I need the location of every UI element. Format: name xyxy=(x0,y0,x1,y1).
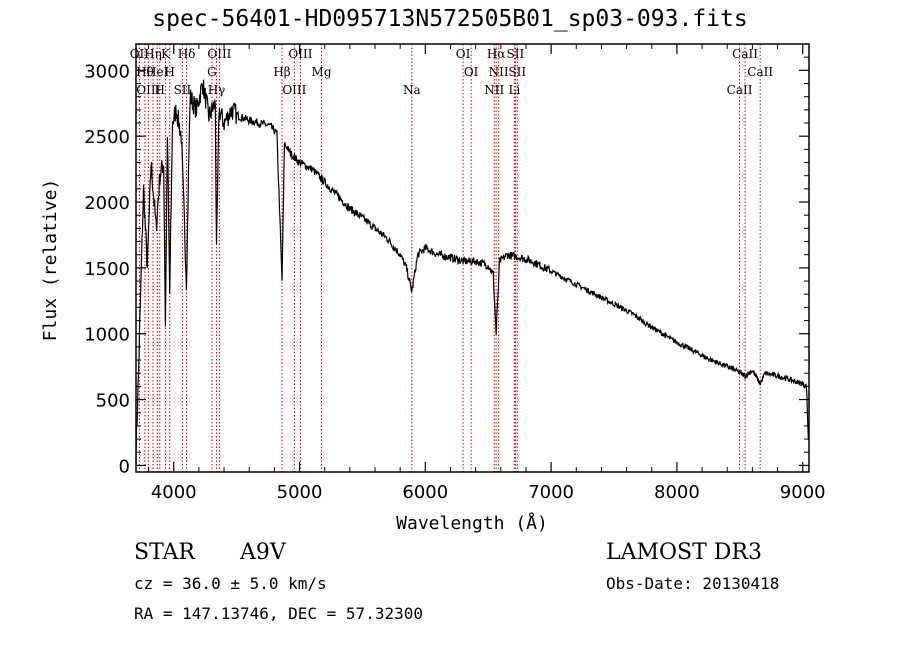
y-tick-label: 1500 xyxy=(84,259,130,280)
spectral-line-label: CaII xyxy=(732,47,758,61)
spectral-line-label: SII xyxy=(507,47,525,61)
spectral-line-label: Na xyxy=(403,83,421,97)
spectral-line-label: Hα xyxy=(487,47,506,61)
x-tick-label: 7000 xyxy=(528,482,574,503)
y-tick-label: 3000 xyxy=(84,61,130,82)
y-tick-label: 500 xyxy=(96,391,130,412)
spectral-line-label: OII xyxy=(130,47,150,61)
spectral-line-label: Mg xyxy=(312,65,332,79)
spectral-line-label: Hβ xyxy=(273,65,290,79)
x-tick-label: 6000 xyxy=(402,482,448,503)
spectrum-line xyxy=(135,79,809,463)
spectral-line-label: CaII xyxy=(747,65,773,79)
spectral-line-label: H xyxy=(164,65,174,79)
chart-title: spec-56401-HD095713N572505B01_sp03-093.f… xyxy=(152,6,748,32)
spectral-line-label: Hθ xyxy=(136,65,154,79)
x-axis-label: Wavelength (Å) xyxy=(396,512,548,534)
y-tick-label: 2500 xyxy=(84,127,130,148)
spectral-line-label: NII xyxy=(484,83,504,97)
x-tick-label: 8000 xyxy=(654,482,700,503)
y-axis-label: Flux (relative) xyxy=(40,179,61,342)
spectral-line-label: OIII xyxy=(207,47,231,61)
spectral-line-label: OI xyxy=(464,65,479,79)
spectral-line-label: OIII xyxy=(288,47,312,61)
y-tick-label: 2000 xyxy=(84,193,130,214)
spectral-line-label: Hγ xyxy=(208,83,226,97)
spectral-line-label: OIII xyxy=(136,83,160,97)
spectral-line-label: SII xyxy=(174,83,192,97)
x-tick-label: 9000 xyxy=(780,482,826,503)
spectral-line-label: CaII xyxy=(727,83,753,97)
y-tick-label: 1000 xyxy=(84,325,130,346)
spectral-line-label: SII xyxy=(508,65,526,79)
x-tick-label: 5000 xyxy=(277,482,323,503)
x-tick-label: 4000 xyxy=(151,482,197,503)
spectral-line-label: H xyxy=(155,83,165,97)
spectral-line-label: Hδ xyxy=(178,47,196,61)
spectral-line-label: OI xyxy=(456,47,471,61)
coordinates: RA = 147.13746, DEC = 57.32300 xyxy=(134,604,423,623)
spectral-line-label: G xyxy=(207,65,217,79)
object-class: STAR xyxy=(134,540,195,565)
survey-name: LAMOST DR3 xyxy=(606,540,762,565)
obs-date: Obs-Date: 20130418 xyxy=(606,574,780,593)
spectral-line-label: HeI xyxy=(146,65,169,79)
object-subclass: A9V xyxy=(240,540,286,565)
spectral-line-label: K xyxy=(161,47,171,61)
spectral-line-label: Hη xyxy=(144,47,162,61)
plot-frame xyxy=(135,43,810,473)
spectral-line-label: OIII xyxy=(282,83,306,97)
redshift-readout: cz = 36.0 ± 5.0 km/s xyxy=(134,574,327,593)
spectral-line-label: Li xyxy=(508,83,520,97)
spectral-line-label: NII xyxy=(489,65,509,79)
y-tick-label: 0 xyxy=(119,456,130,477)
